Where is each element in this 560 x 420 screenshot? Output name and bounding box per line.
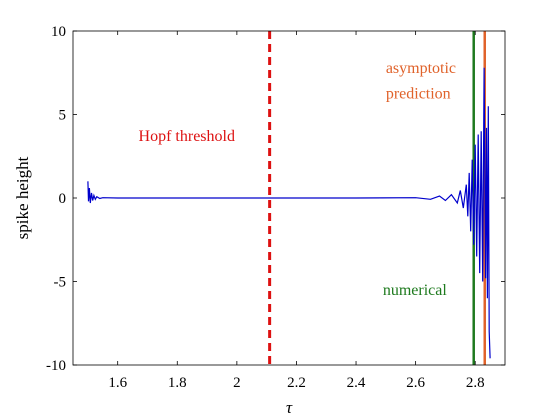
y-tick-label: -10: [46, 358, 66, 374]
x-tick-label: 1.8: [168, 375, 187, 391]
series-line-1: [87, 67, 491, 359]
annotation-layer: Hopf threshold numerical asymptotic predict…: [139, 60, 457, 299]
x-tick-label: 2.6: [406, 375, 425, 391]
y-tick-label: 5: [59, 108, 67, 124]
y-tick-label: -5: [54, 275, 67, 291]
y-axis-label: spike height: [13, 156, 32, 239]
annotation-3: asymptotic: [386, 60, 456, 77]
x-tick-label: 2.8: [466, 375, 485, 391]
x-tick-label: 1.6: [108, 375, 127, 391]
annotation-2: numerical: [383, 282, 448, 299]
annotation-1: Hopf threshold: [139, 128, 235, 145]
y-tick-label: 0: [59, 191, 67, 207]
plot-layer: [87, 31, 491, 365]
x-tick-label: 2.4: [347, 375, 366, 391]
x-axis-label: τ: [286, 398, 293, 417]
axes-layer: 1.6 1.8 2 2.2 2.4 2.6 2.8 -10 -5 0 5 10: [46, 24, 505, 391]
annotation-4: prediction: [386, 86, 451, 103]
x-tick-label: 2.2: [287, 375, 306, 391]
y-tick-label: 10: [51, 24, 66, 40]
x-tick-label: 2: [233, 375, 241, 391]
